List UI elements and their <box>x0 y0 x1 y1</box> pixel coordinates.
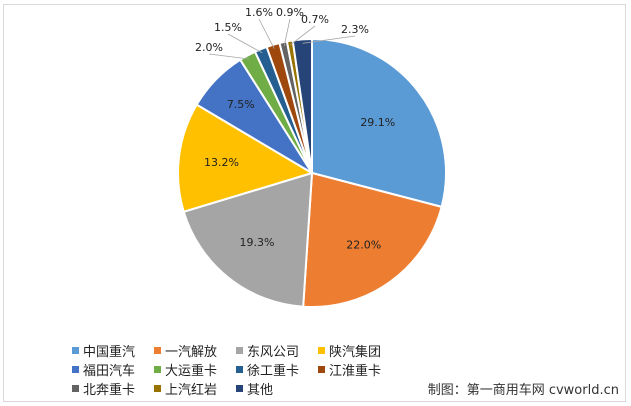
legend-row-2: 福田汽车 大运重卡 徐工重卡 江淮重卡 <box>72 360 412 379</box>
slice-label-1: 22.0% <box>346 239 381 252</box>
leader-line-6 <box>227 33 263 54</box>
leader-line-9 <box>290 25 316 46</box>
legend-swatch <box>154 347 161 354</box>
pie-slice-3 <box>177 103 315 214</box>
legend-label: 一汽解放 <box>165 345 218 360</box>
legend-label: 上汽红岩 <box>165 383 218 398</box>
legend-label: 福田汽车 <box>83 364 136 379</box>
legend-swatch <box>318 366 325 373</box>
slice-label-4: 7.5% <box>227 98 255 111</box>
legend-item-dongfeng: 东风公司 <box>236 341 318 360</box>
legend-row-1: 中国重汽 一汽解放 东风公司 陕汽集团 <box>72 341 412 360</box>
slice-label-0: 29.1% <box>360 116 395 129</box>
legend-label: 陕汽集团 <box>329 345 382 360</box>
legend-item-xugong: 徐工重卡 <box>236 360 318 379</box>
legend-swatch <box>236 366 243 373</box>
legend-swatch <box>318 347 325 354</box>
chart-credit: 制图：第一商用车网 cvworld.cn <box>427 383 619 398</box>
legend-label: 东风公司 <box>247 345 300 360</box>
legend-label: 北奔重卡 <box>83 383 136 398</box>
slice-label-3: 13.2% <box>204 156 239 169</box>
legend-item-jianghuai: 江淮重卡 <box>318 360 400 379</box>
legend-item-beiben: 北奔重卡 <box>72 379 154 398</box>
legend-item-shangqi-hongyan: 上汽红岩 <box>154 379 236 398</box>
pie-slice-1 <box>302 171 443 309</box>
legend-swatch <box>236 347 243 354</box>
legend-item-dayun: 大运重卡 <box>154 360 236 379</box>
legend-item-shanqi: 陕汽集团 <box>318 341 400 360</box>
legend-swatch <box>154 366 161 373</box>
slice-label-9: 0.7% <box>301 13 329 26</box>
chart-frame <box>3 4 626 402</box>
legend-label: 其他 <box>247 383 274 398</box>
leader-line-7 <box>258 18 275 49</box>
pie-slice-2 <box>182 171 314 308</box>
legend-label: 大运重卡 <box>165 364 218 379</box>
leader-line-8 <box>283 18 291 47</box>
slice-label-8: 0.9% <box>276 6 304 19</box>
leader-line-10 <box>302 35 356 44</box>
legend-label: 中国重汽 <box>83 345 136 360</box>
legend-swatch <box>72 347 79 354</box>
pie-slice-10 <box>291 37 313 174</box>
legend-item-qita: 其他 <box>236 379 318 398</box>
legend: 中国重汽 一汽解放 东风公司 陕汽集团 福田汽车 大运重卡 徐工重卡 <box>72 341 412 398</box>
pie-slice-0 <box>311 37 447 209</box>
legend-swatch <box>72 366 79 373</box>
legend-label: 徐工重卡 <box>247 364 300 379</box>
legend-item-futian: 福田汽车 <box>72 360 154 379</box>
slice-label-6: 1.5% <box>214 21 242 34</box>
leader-line-5 <box>208 53 250 60</box>
slice-label-2: 19.3% <box>240 236 275 249</box>
slice-label-5: 2.0% <box>195 41 223 54</box>
legend-swatch <box>154 385 161 392</box>
legend-swatch <box>236 385 243 392</box>
legend-row-3: 北奔重卡 上汽红岩 其他 <box>72 379 412 398</box>
legend-item-yiqi-jiefang: 一汽解放 <box>154 341 236 360</box>
legend-item-zhongguo-zhongqi: 中国重汽 <box>72 341 154 360</box>
legend-label: 江淮重卡 <box>329 364 382 379</box>
slice-label-10: 2.3% <box>341 23 369 36</box>
slice-label-7: 1.6% <box>245 6 273 19</box>
legend-swatch <box>72 385 79 392</box>
